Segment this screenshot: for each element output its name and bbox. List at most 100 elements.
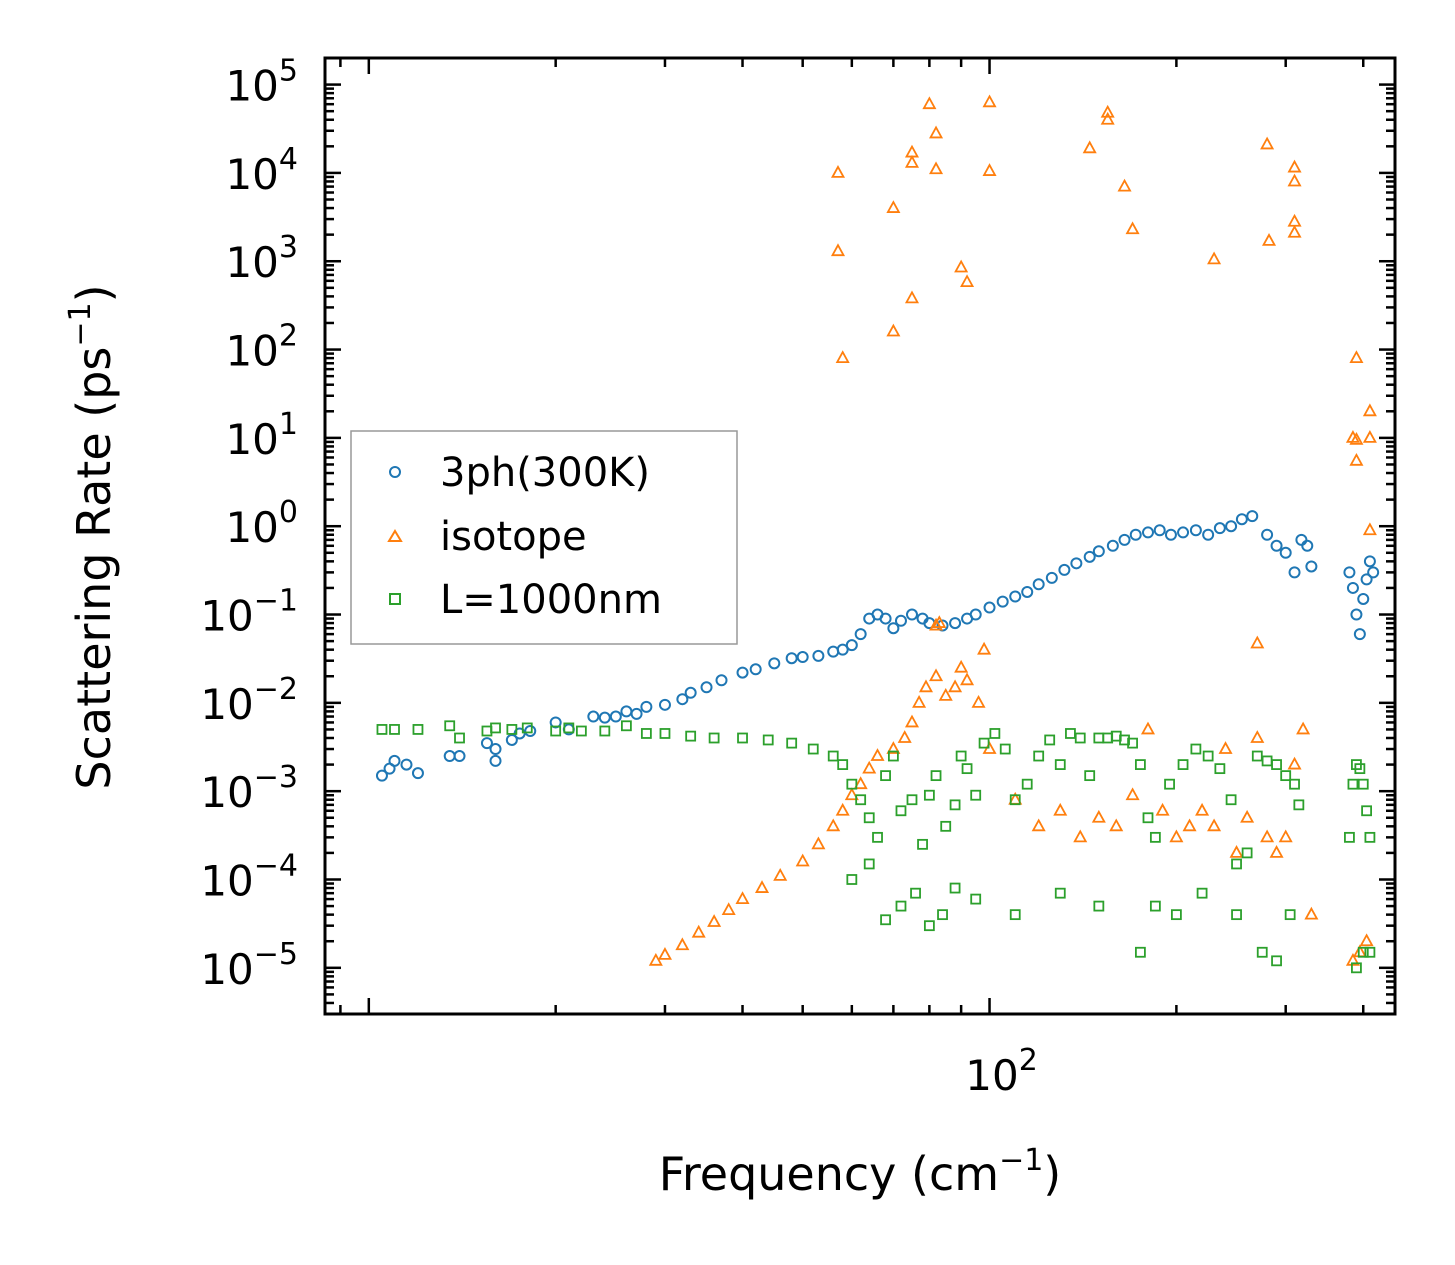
scatter-point-isotope: [773, 867, 788, 881]
scatter-point-boundary: [923, 920, 935, 932]
scatter-point-isotope: [948, 679, 963, 693]
plot-frame: [323, 56, 1397, 1016]
y-tick-label: 102: [225, 319, 298, 376]
y-tick-label: 104: [225, 142, 298, 199]
scatter-point-boundary: [1361, 805, 1372, 817]
scatter-point-3ph: [1083, 550, 1096, 563]
scatter-point-3ph: [400, 758, 413, 771]
scatter-point-isotope: [886, 200, 901, 213]
scatter-point-isotope: [904, 154, 920, 168]
scatter-point-isotope: [929, 125, 944, 139]
scatter-point-boundary: [737, 732, 748, 744]
scatter-point-boundary: [1164, 778, 1175, 790]
scatter-point-isotope: [853, 776, 868, 790]
scatter-point-boundary: [970, 893, 982, 905]
scatter-point-isotope: [1100, 111, 1115, 125]
scatter-point-boundary: [1241, 847, 1253, 859]
scatter-point-boundary: [1149, 831, 1161, 843]
scatter-point-isotope: [912, 694, 927, 708]
y-tick-base: 10: [225, 327, 278, 376]
scatter-point-boundary: [1054, 759, 1066, 770]
scatter-point-boundary: [837, 759, 849, 770]
scatter-point-boundary: [1354, 763, 1366, 775]
scatter-point-3ph: [785, 652, 798, 665]
scatter-point-boundary: [521, 722, 533, 734]
scatter-point-3ph: [1009, 590, 1022, 603]
legend-square-marker: [389, 593, 401, 605]
y-tick-base: 10: [200, 680, 253, 729]
scatter-point-3ph: [949, 617, 962, 630]
scatter-point-boundary: [846, 874, 858, 885]
scatter-point-boundary: [412, 724, 424, 735]
legend-entry-boundary: L=1000nm: [389, 577, 662, 623]
scatter-point-boundary: [1170, 909, 1182, 921]
scatter-point-boundary: [563, 722, 575, 734]
scatter-point-boundary: [1357, 778, 1369, 790]
scatter-point-3ph: [609, 710, 622, 723]
scatter-point-isotope: [795, 853, 810, 867]
scatter-point-boundary: [999, 743, 1011, 755]
scatter-point-boundary: [1284, 909, 1296, 921]
scatter-point-boundary: [762, 734, 774, 746]
scatter-point-isotope: [1362, 430, 1377, 443]
scatter-point-isotope: [1260, 829, 1275, 843]
scatter-point-3ph: [676, 693, 689, 706]
scatter-point-boundary: [1033, 750, 1045, 762]
scatter-point-boundary: [1149, 900, 1161, 912]
y-tick-label: 10−1: [200, 584, 298, 641]
scatter-point-3ph: [1279, 546, 1292, 559]
scatter-point-boundary: [1134, 759, 1146, 770]
scatter-point-3ph: [1261, 528, 1274, 541]
scatter-point-3ph: [1202, 528, 1215, 541]
scatter-point-isotope: [929, 617, 944, 631]
y-tick-label: 10−3: [200, 760, 298, 817]
y-tick-exp: 4: [279, 142, 298, 177]
scatter-point-3ph: [700, 681, 713, 694]
scatter-point-boundary: [940, 820, 952, 832]
scatter-point-boundary: [880, 914, 891, 926]
scatter-point-boundary: [376, 724, 388, 735]
legend-label-3ph: 3ph(300K): [440, 450, 650, 496]
scatter-point-isotope: [1287, 756, 1302, 770]
scatter-point-boundary: [937, 909, 948, 921]
y-tick-base: 10: [225, 150, 278, 199]
scatter-point-isotope: [1207, 818, 1222, 832]
scatter-point-3ph: [505, 733, 518, 746]
scatter-point-boundary: [685, 730, 697, 742]
legend-circle-marker: [389, 466, 401, 478]
scatter-point-isotope: [904, 290, 920, 304]
scatter-point-3ph: [1177, 526, 1190, 539]
scatter-point-boundary: [620, 720, 632, 732]
y-tick-base: 10: [225, 62, 278, 111]
scatter-point-boundary: [1364, 831, 1376, 843]
scatter-point-boundary: [786, 737, 798, 749]
y-tick-base: 10: [200, 592, 253, 641]
scatter-point-3ph: [905, 608, 918, 621]
scatter-point-boundary: [807, 743, 819, 755]
scatter-point-isotope: [1287, 173, 1302, 187]
scatter-point-boundary: [1196, 887, 1208, 899]
scatter-point-boundary: [895, 900, 907, 912]
scatter-point-boundary: [1357, 946, 1369, 958]
scatter-point-isotope: [1117, 178, 1132, 192]
scatter-point-3ph: [768, 657, 781, 670]
legend: 3ph(300K) isotope L=1000nm: [350, 430, 738, 645]
scatter-point-isotope: [982, 94, 997, 108]
scatter-point-isotope: [886, 741, 901, 754]
scatter-point-isotope: [1362, 522, 1377, 536]
scatter-point-boundary: [1074, 732, 1086, 744]
scatter-point-3ph: [1032, 578, 1045, 591]
scatter-point-boundary: [961, 763, 973, 775]
scatter-point-boundary: [1289, 778, 1300, 790]
scatter-point-3ph: [1305, 560, 1318, 573]
x-tick-exp: 2: [1019, 1043, 1038, 1078]
scatter-point-isotope: [735, 891, 750, 904]
scatter-point-isotope: [938, 687, 953, 701]
plot-area-marks: [375, 94, 1380, 974]
scatter-point-boundary: [887, 750, 899, 762]
scatter-point-isotope: [835, 802, 850, 816]
y-tick-label: 10−2: [200, 672, 298, 729]
scatter-point-3ph: [796, 651, 809, 664]
scatter-point-3ph: [1153, 524, 1166, 537]
scatter-point-boundary: [895, 805, 907, 817]
